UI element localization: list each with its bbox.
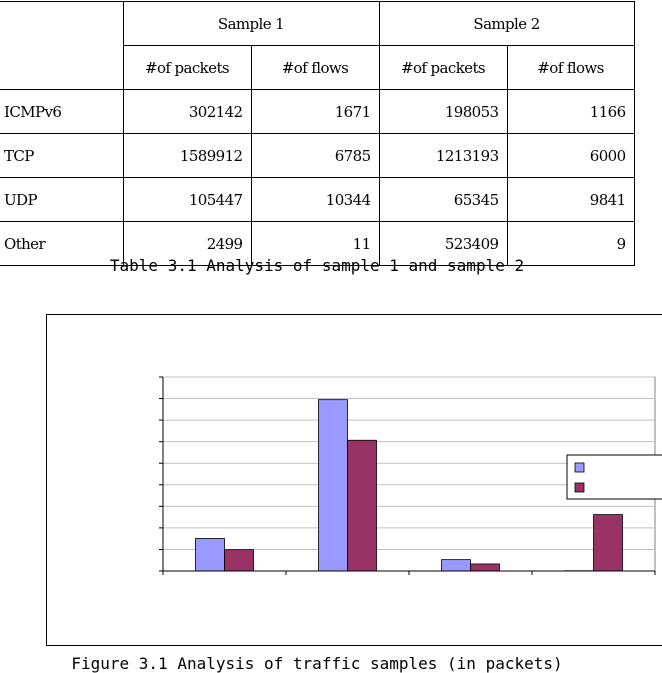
table-cell: 1589912 <box>123 134 251 178</box>
bar <box>348 440 377 571</box>
subheader-flows: #of flows <box>507 46 634 90</box>
table-cell: 105447 <box>123 178 251 222</box>
table-corner-cell <box>0 2 123 90</box>
bar-chart <box>47 315 662 645</box>
subheader-packets: #of packets <box>379 46 507 90</box>
bar <box>442 560 471 571</box>
table-caption: Table 3.1 Analysis of sample 1 and sampl… <box>0 256 634 275</box>
subheader-flows: #of flows <box>251 46 379 90</box>
bar <box>319 400 348 571</box>
table-cell: 1166 <box>507 90 634 134</box>
row-label: UDP <box>0 178 123 222</box>
row-label: TCP <box>0 134 123 178</box>
table-cell: 9841 <box>507 178 634 222</box>
header-sample-2: Sample 2 <box>379 2 634 46</box>
figure-caption: Figure 3.1 Analysis of traffic samples (… <box>0 654 634 673</box>
table-cell: 198053 <box>379 90 507 134</box>
table-cell: 6000 <box>507 134 634 178</box>
table-cell: 1671 <box>251 90 379 134</box>
legend-swatch <box>575 483 584 492</box>
table-row: UDP 105447 10344 65345 9841 <box>0 178 634 222</box>
table-header-row: Sample 1 Sample 2 <box>0 2 634 46</box>
bar <box>594 515 623 571</box>
table-cell: 1213193 <box>379 134 507 178</box>
table-cell: 65345 <box>379 178 507 222</box>
subheader-packets: #of packets <box>123 46 251 90</box>
table-cell: 302142 <box>123 90 251 134</box>
chart-frame <box>46 314 662 646</box>
table-row: TCP 1589912 6785 1213193 6000 <box>0 134 634 178</box>
table-row: ICMPv6 302142 1671 198053 1166 <box>0 90 634 134</box>
bar <box>225 550 254 571</box>
row-label: ICMPv6 <box>0 90 123 134</box>
header-sample-1: Sample 1 <box>123 2 379 46</box>
legend-swatch <box>575 463 584 472</box>
traffic-analysis-table: Sample 1 Sample 2 #of packets #of flows … <box>0 1 635 266</box>
table-cell: 10344 <box>251 178 379 222</box>
bar <box>196 538 225 571</box>
table-cell: 6785 <box>251 134 379 178</box>
bar <box>471 564 500 571</box>
